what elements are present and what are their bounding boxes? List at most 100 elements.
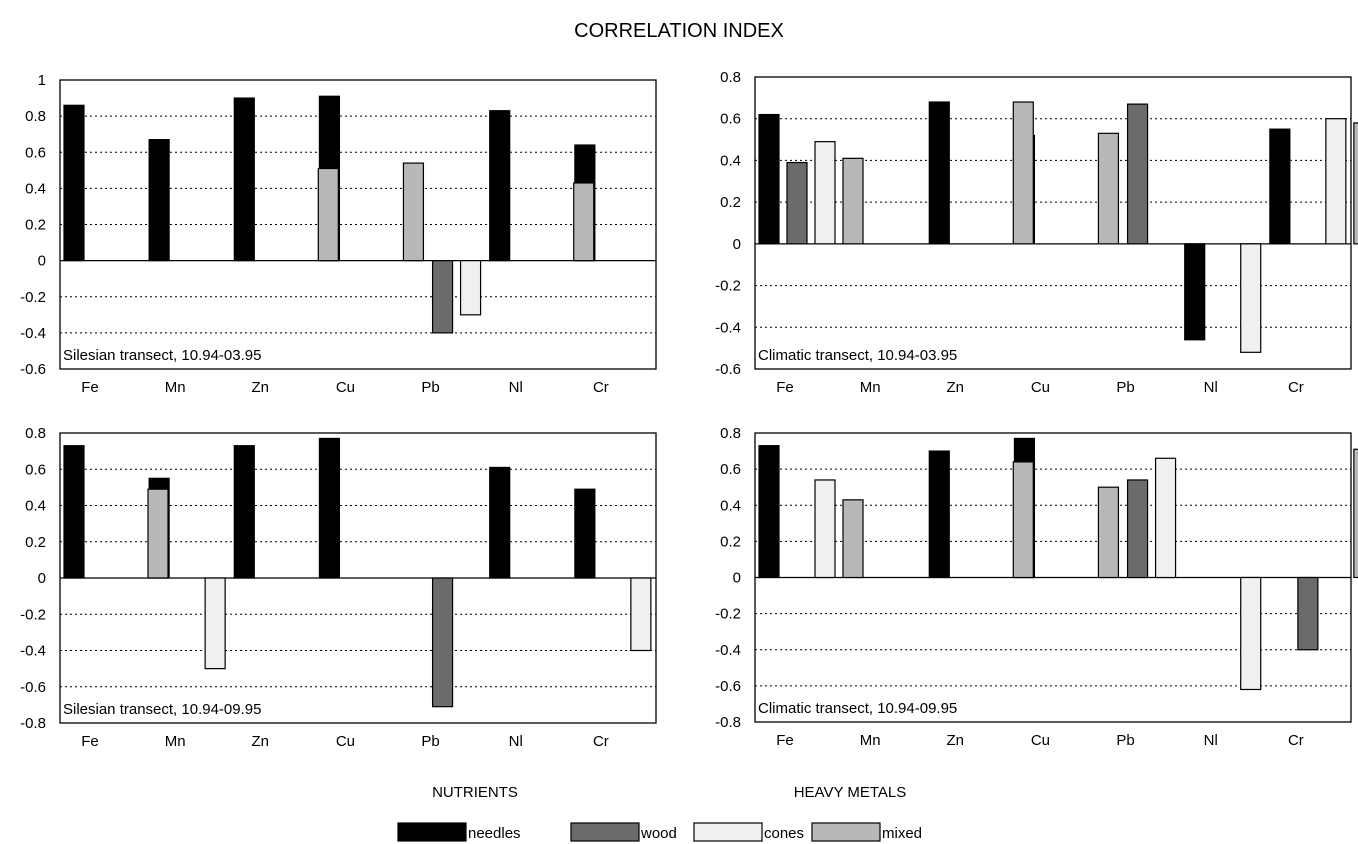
panel-annotation: Climatic transect, 10.94-03.95: [758, 347, 957, 364]
bar-cones-cr: [630, 577, 652, 652]
y-tick-label: -0.4: [715, 319, 741, 336]
y-tick-label: 0.6: [720, 111, 741, 128]
bar-wood-pb: [431, 577, 454, 708]
panel-annotation: Silesian transect, 10.94-03.95: [63, 347, 261, 364]
y-tick-label: 0.8: [720, 425, 741, 442]
x-tick-label: Fe: [776, 379, 794, 396]
bar-needles-zn: [928, 450, 950, 579]
bar-cones-nl: [1240, 243, 1262, 353]
y-tick-label: -0.6: [715, 361, 741, 378]
bar-needles-fe: [758, 113, 780, 245]
chart-panels: -0.6 -0.4 -0.2 0 0.2 0.4 0.6 0.8 1 Fe Mn Zn Cu Pb Nl Cr…: [20, 69, 1358, 750]
figure-title: CORRELATION INDEX: [574, 20, 784, 42]
legend-label-mixed: mixed: [882, 825, 922, 842]
y-tick-label: -0.2: [715, 278, 741, 295]
y-tick-label: -0.6: [20, 361, 46, 378]
x-tick-label: Cr: [1288, 732, 1304, 749]
y-tick-label: 0.4: [720, 152, 741, 169]
y-tick-label: 0.8: [25, 425, 46, 442]
y-tick-label: 0.6: [25, 461, 46, 478]
panel-climatic-03-95: -0.6 -0.4 -0.2 0 0.2 0.4 0.6 0.8 Fe Mn Zn Cu Pb Nl Cr C…: [715, 69, 1358, 396]
x-tick-label: Mn: [165, 379, 186, 396]
bar-needles-zn: [233, 445, 255, 579]
plot-frame: [754, 76, 1352, 370]
bar-mixed-cr: [1353, 448, 1358, 579]
x-tick-label: Nl: [1204, 732, 1218, 749]
x-tick-label: Cu: [1031, 732, 1050, 749]
group-label-heavy-metals: HEAVY METALS: [794, 784, 907, 801]
x-tick-label: Cr: [1288, 379, 1304, 396]
bar-needles-nl: [489, 110, 511, 262]
x-tick-label: Nl: [509, 733, 523, 750]
bar-cones-fe: [814, 141, 836, 245]
x-tick-label: Zn: [947, 379, 965, 396]
y-tick-label: -0.6: [715, 678, 741, 695]
bar-mixed-fe: [842, 157, 864, 245]
bar-wood-cr: [1297, 576, 1319, 651]
bar-cones-nl: [1240, 576, 1262, 691]
bar-needles-mn: [148, 139, 170, 262]
panel-climatic-09-95: -0.8 -0.6 -0.4 -0.2 0 0.2 0.4 0.6 0.8 Fe Mn Zn Cu Pb N…: [715, 425, 1358, 749]
panel-silesian-09-95: -0.8 -0.6 -0.4 -0.2 0 0.2 0.4 0.6 0.8 Fe Mn Zn Cu Pb N…: [20, 425, 657, 750]
bar-cones-pb: [1154, 457, 1177, 579]
y-tick-label: -0.4: [715, 642, 741, 659]
y-tick-label: 0.8: [720, 69, 741, 86]
x-tick-label: Mn: [860, 732, 881, 749]
bar-needles-fe: [758, 445, 780, 579]
bar-needles-cr: [1269, 128, 1291, 245]
bar-cones-fe: [814, 479, 836, 579]
x-tick-label: Fe: [81, 733, 99, 750]
y-tick-label: 0: [38, 570, 46, 587]
y-tick-label: 1: [38, 72, 46, 89]
y-tick-label: -0.4: [20, 325, 46, 342]
x-tick-label: Cr: [593, 379, 609, 396]
annotation-background: [61, 346, 264, 365]
y-tick-label: -0.8: [20, 715, 46, 732]
x-tick-label: Pb: [1116, 732, 1134, 749]
bar-mixed-cu: [402, 162, 425, 262]
bar-mixed-cr: [1353, 122, 1358, 245]
x-tick-label: Cr: [593, 733, 609, 750]
bar-wood-pb: [1126, 103, 1149, 245]
bar-needles-cr: [574, 488, 596, 579]
y-tick-label: -0.4: [20, 643, 46, 660]
x-tick-label: Cu: [1031, 379, 1050, 396]
bar-mixed-zn: [317, 167, 339, 262]
x-tick-label: Mn: [860, 379, 881, 396]
x-tick-label: Fe: [81, 379, 99, 396]
y-tick-label: 0.8: [25, 108, 46, 125]
y-tick-label: -0.6: [20, 679, 46, 696]
legend-label-cones: cones: [764, 825, 804, 842]
x-tick-label: Pb: [1116, 379, 1134, 396]
legend-swatch-mixed: [811, 822, 881, 842]
y-tick-label: -0.8: [715, 714, 741, 731]
y-tick-label: 0.6: [25, 144, 46, 161]
x-tick-label: Fe: [776, 732, 794, 749]
x-tick-label: Pb: [421, 379, 439, 396]
x-tick-label: Mn: [165, 733, 186, 750]
y-tick-label: 0: [733, 570, 741, 587]
bar-needles-fe: [63, 104, 85, 262]
bar-mixed-cu: [1097, 132, 1120, 245]
bar-mixed-zn: [1012, 101, 1034, 245]
y-tick-label: -0.2: [715, 606, 741, 623]
y-tick-label: 0.2: [720, 194, 741, 211]
bar-cones-mn: [204, 577, 226, 670]
x-tick-label: Cu: [336, 379, 355, 396]
x-tick-label: Zn: [252, 379, 270, 396]
bar-mixed-fe: [842, 499, 864, 579]
panel-silesian-03-95: -0.6 -0.4 -0.2 0 0.2 0.4 0.6 0.8 1 Fe Mn Zn Cu Pb Nl Cr…: [20, 72, 657, 396]
y-tick-label: 0.4: [720, 497, 741, 514]
y-tick-label: 0.2: [25, 217, 46, 234]
bar-mixed-fe: [147, 488, 169, 579]
y-tick-label: 0.4: [25, 498, 46, 515]
y-tick-label: -0.2: [20, 606, 46, 623]
y-tick-label: 0: [38, 253, 46, 270]
y-tick-label: 0.4: [25, 180, 46, 197]
x-tick-label: Pb: [421, 733, 439, 750]
x-tick-label: Nl: [1204, 379, 1218, 396]
bar-needles-nl: [489, 466, 511, 579]
bar-mixed-nl: [573, 182, 595, 262]
bar-wood-pb: [431, 260, 454, 334]
